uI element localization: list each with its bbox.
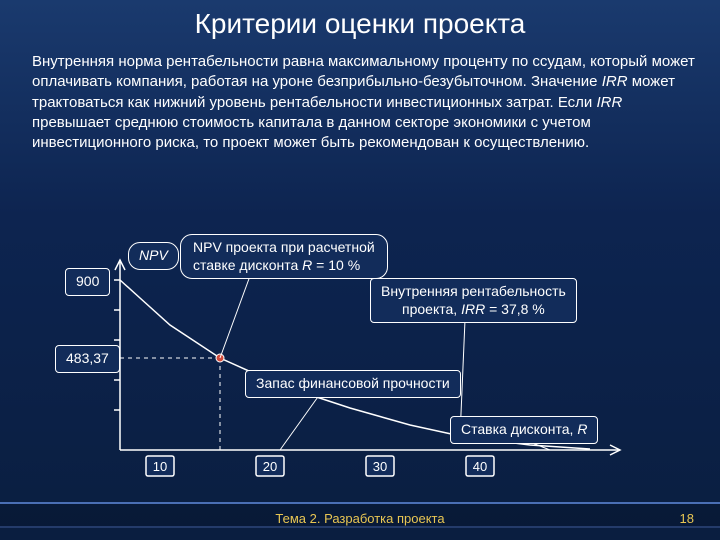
npv-desc-label: NPV проекта при расчетной ставке дисконт… xyxy=(180,234,388,279)
chart-area: 10 20 30 40 NPV NPV проекта при расчетной с… xyxy=(60,230,670,490)
npv-desc-line1: NPV проекта при расчетной xyxy=(193,239,375,255)
npv-desc-line2c: = 10 % xyxy=(312,257,360,273)
npv-axis-label: NPV xyxy=(128,242,179,270)
body-part-1: Внутренняя норма рентабельности равна ма… xyxy=(32,53,695,90)
irr-desc-line1: Внутренняя рентабельность xyxy=(381,283,566,299)
irr-desc-line2c: = 37,8 % xyxy=(485,301,545,317)
npv-axis-text: NPV xyxy=(139,247,168,263)
body-paragraph: Внутренняя норма рентабельности равна ма… xyxy=(0,40,720,157)
svg-text:40: 40 xyxy=(473,459,487,474)
npv-desc-line2a: ставке дисконта xyxy=(193,257,302,273)
svg-text:20: 20 xyxy=(263,459,277,474)
margin-label: Запас финансовой прочности xyxy=(245,370,461,398)
slide-title: Критерии оценки проекта xyxy=(0,0,720,40)
svg-text:10: 10 xyxy=(153,459,167,474)
y-483-label: 483,37 xyxy=(55,345,120,373)
rate-label-a: Ставка дисконта, xyxy=(461,421,577,437)
body-irr-2: IRR xyxy=(596,94,622,111)
page-number: 18 xyxy=(680,511,694,526)
y-900-label: 900 xyxy=(65,268,110,296)
body-irr-1: IRR xyxy=(602,73,628,90)
irr-desc-line2a: проекта, xyxy=(402,301,461,317)
irr-desc-line2b: IRR xyxy=(461,301,485,317)
body-part-5: превышает среднюю стоимость капитала в д… xyxy=(32,114,591,151)
rate-label: Ставка дисконта, R xyxy=(450,416,598,444)
footer-text: Тема 2. Разработка проекта xyxy=(0,511,720,526)
npv-desc-line2b: R xyxy=(302,257,312,273)
irr-desc-label: Внутренняя рентабельность проекта, IRR =… xyxy=(370,278,577,323)
svg-text:30: 30 xyxy=(373,459,387,474)
rate-label-b: R xyxy=(577,421,587,437)
